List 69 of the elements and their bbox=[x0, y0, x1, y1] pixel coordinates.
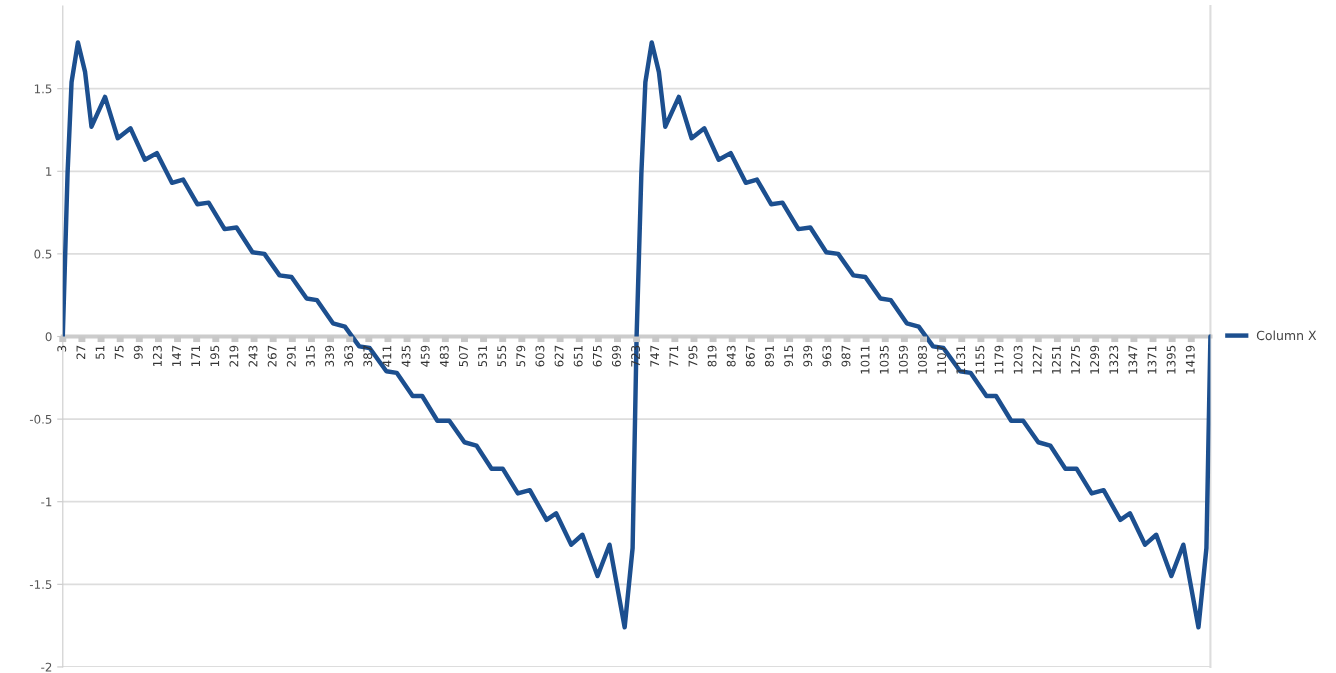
x-tick-label: 99 bbox=[133, 345, 143, 360]
x-tick-label: 1083 bbox=[918, 345, 927, 374]
x-tick-label: 195 bbox=[210, 345, 220, 367]
x-tick-label: 51 bbox=[95, 345, 105, 359]
x-tick-label: 747 bbox=[650, 345, 659, 367]
x-tick-label: 1299 bbox=[1090, 345, 1100, 374]
x-tick-label: 267 bbox=[267, 345, 277, 367]
x-tick-label: 1347 bbox=[1128, 345, 1138, 374]
x-tick-label: 339 bbox=[325, 345, 334, 367]
x-tick-label: 219 bbox=[229, 345, 239, 367]
x-tick-label: 387 bbox=[363, 345, 373, 367]
y-tick-label: 0 bbox=[45, 332, 52, 342]
x-tick-label: 891 bbox=[764, 345, 774, 367]
x-tick-label: 507 bbox=[458, 345, 468, 367]
x-tick-label: 1035 bbox=[879, 345, 889, 374]
x-tick-label: 411 bbox=[382, 345, 392, 367]
x-tick-label: 363 bbox=[344, 345, 354, 367]
x-tick-label: 867 bbox=[745, 345, 755, 367]
y-tick-label: 0.5 bbox=[34, 249, 52, 259]
x-tick-label: 819 bbox=[707, 345, 717, 367]
x-tick-label: 75 bbox=[114, 345, 124, 359]
x-tick-label: 1227 bbox=[1032, 345, 1042, 374]
x-tick-label: 1395 bbox=[1166, 345, 1176, 374]
x-tick-label: 675 bbox=[592, 345, 602, 367]
x-tick-label: 1251 bbox=[1051, 345, 1061, 374]
y-tick-label: -2 bbox=[41, 662, 52, 672]
x-tick-label: 1371 bbox=[1147, 345, 1157, 374]
x-tick-label: 1131 bbox=[956, 345, 966, 374]
x-tick-label: 1323 bbox=[1109, 345, 1119, 374]
x-tick-label: 555 bbox=[497, 345, 507, 367]
x-tick-label: 627 bbox=[554, 345, 564, 367]
x-tick-label: 1203 bbox=[1013, 345, 1023, 374]
x-tick-label: 27 bbox=[76, 345, 86, 359]
x-tick-label: 483 bbox=[439, 345, 449, 367]
x-tick-label: 723 bbox=[631, 345, 641, 367]
legend-label: Column X bbox=[1256, 330, 1317, 341]
x-tick-label: 1155 bbox=[975, 345, 985, 374]
x-tick-label: 603 bbox=[535, 345, 545, 367]
x-tick-label: 171 bbox=[191, 345, 200, 367]
x-tick-label: 435 bbox=[401, 345, 411, 367]
x-tick-label: 123 bbox=[152, 345, 162, 367]
x-tick-label: 243 bbox=[248, 345, 258, 367]
x-tick-label: 1179 bbox=[994, 345, 1004, 374]
x-tick-label: 987 bbox=[841, 345, 851, 367]
x-tick-label: 1275 bbox=[1071, 345, 1080, 374]
y-tick-label: 1.5 bbox=[34, 84, 52, 94]
x-tick-label: 1011 bbox=[860, 345, 870, 374]
x-tick-label: 147 bbox=[172, 345, 181, 367]
y-tick-label: 1 bbox=[46, 167, 52, 176]
x-tick-label: 939 bbox=[803, 345, 813, 367]
x-tick-label: 795 bbox=[688, 345, 698, 367]
x-tick-label: 699 bbox=[611, 345, 621, 367]
y-tick-label: -0.5 bbox=[29, 414, 52, 424]
x-tick-label: 771 bbox=[669, 345, 679, 367]
x-tick-label: 3 bbox=[57, 345, 67, 352]
x-tick-label: 651 bbox=[573, 345, 583, 367]
x-tick-label: 291 bbox=[286, 345, 296, 367]
x-tick-label: 531 bbox=[478, 345, 488, 367]
x-tick-label: 843 bbox=[726, 345, 736, 367]
x-tick-label: 1419 bbox=[1185, 345, 1195, 374]
x-tick-label: 1059 bbox=[898, 345, 908, 374]
y-tick-label: -1.5 bbox=[29, 580, 52, 589]
x-tick-label: 579 bbox=[516, 345, 526, 367]
x-tick-label: 963 bbox=[822, 345, 832, 367]
x-tick-label: 459 bbox=[420, 345, 430, 367]
x-tick-label: 315 bbox=[305, 345, 315, 367]
x-tick-label: 1107 bbox=[937, 345, 947, 374]
y-tick-label: -1 bbox=[41, 497, 52, 507]
x-tick-label: 915 bbox=[784, 345, 794, 367]
